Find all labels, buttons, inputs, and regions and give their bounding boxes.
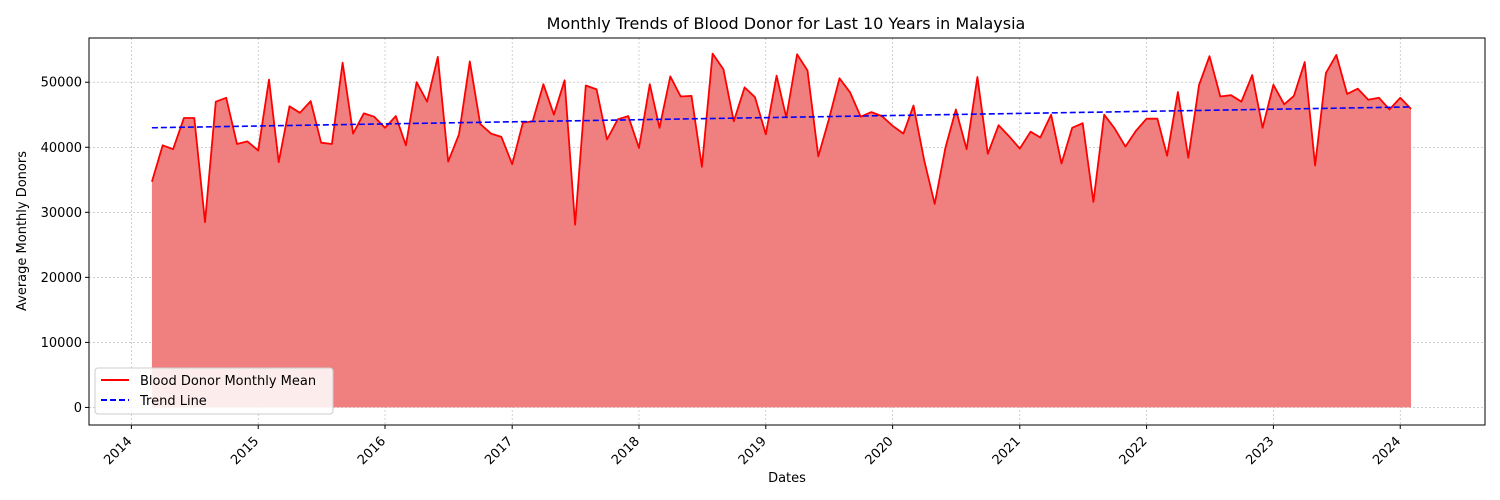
chart-title: Monthly Trends of Blood Donor for Last 1… xyxy=(547,14,1026,33)
x-tick-label: 2017 xyxy=(482,434,516,468)
x-tick-label: 2015 xyxy=(228,434,262,468)
plot-frame xyxy=(88,37,1486,426)
x-tick-label: 2016 xyxy=(355,434,389,468)
x-tick-label: 2023 xyxy=(1243,434,1277,468)
x-axis-label: Dates xyxy=(768,471,806,486)
y-tick-label: 20000 xyxy=(41,271,82,286)
y-tick-label: 30000 xyxy=(41,206,82,221)
x-axis: 2014 2015 2016 2017 2018 2019 2020 2021 2022 2023… xyxy=(101,425,1404,468)
series-line-trend xyxy=(151,106,1412,129)
area-fill-donor xyxy=(151,53,1411,408)
x-tick-label: 2020 xyxy=(863,434,897,468)
series-line-donor xyxy=(151,52,1412,226)
legend: Blood Donor Monthly Mean Trend Line xyxy=(94,367,334,415)
y-axis-label: Average Monthly Donors xyxy=(15,151,30,311)
y-tick-label: 10000 xyxy=(41,336,82,351)
x-tick-label: 2022 xyxy=(1117,434,1151,468)
x-tick-label: 2018 xyxy=(609,434,643,468)
x-tick-label: 2019 xyxy=(736,434,770,468)
y-tick-label: 50000 xyxy=(41,76,82,91)
x-tick-label: 2024 xyxy=(1370,434,1404,468)
plot-area xyxy=(151,52,1412,408)
legend-label-trend: Trend Line xyxy=(139,394,207,409)
y-tick-label: 40000 xyxy=(41,141,82,156)
legend-box xyxy=(94,367,334,415)
x-tick-label: 2021 xyxy=(990,434,1024,468)
legend-label-donor: Blood Donor Monthly Mean xyxy=(140,374,316,389)
x-tick-label: 2014 xyxy=(101,434,135,468)
y-axis: 0 10000 20000 30000 40000 50000 xyxy=(41,76,89,416)
y-tick-label: 0 xyxy=(74,401,82,416)
